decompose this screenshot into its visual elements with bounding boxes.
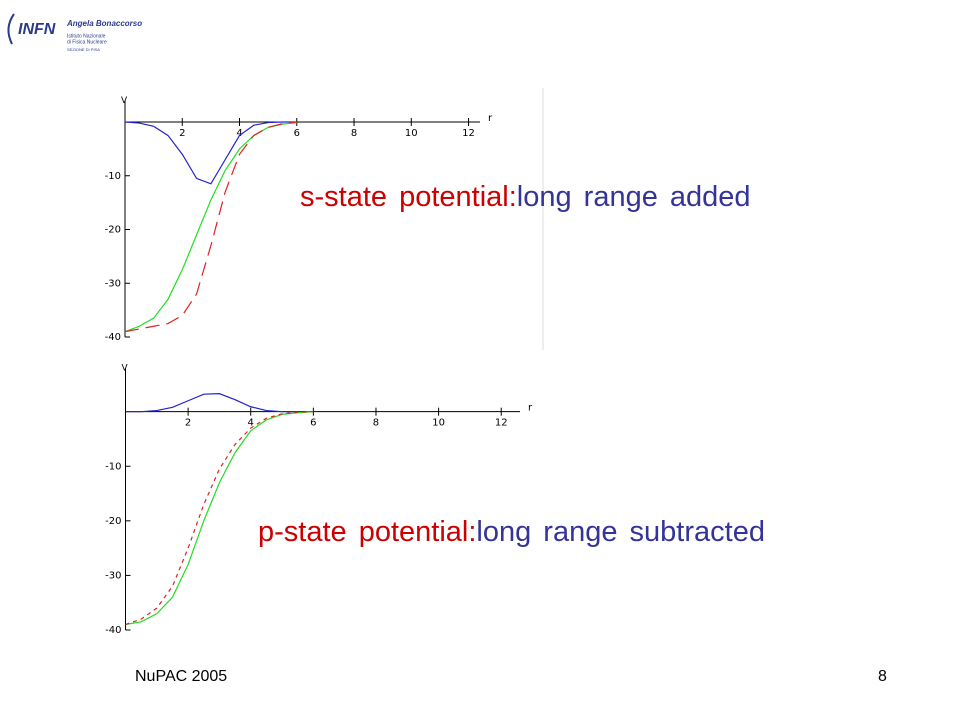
- y-tick-label: -30: [105, 278, 121, 289]
- x-tick-label: 8: [351, 128, 357, 139]
- logo-mark: INFN: [18, 21, 56, 38]
- x-tick-label: 8: [373, 418, 379, 429]
- logo-author: Angela Bonaccorso: [66, 19, 142, 28]
- logo-arc: [7, 13, 15, 45]
- annotation-part: long range added: [517, 181, 751, 213]
- annotation-part: long range subtracted: [476, 516, 765, 548]
- y-tick-label: -40: [105, 625, 121, 636]
- x-axis-label: r: [488, 113, 493, 124]
- series-line: [124, 121, 297, 333]
- x-tick-label: 2: [185, 418, 191, 429]
- footer: NuPAC 2005: [135, 668, 227, 685]
- x-tick-label: 12: [495, 418, 508, 429]
- logo-institute: di Fisica Nucleare: [67, 39, 107, 45]
- series-line: [124, 121, 297, 185]
- annotation: s-state potential:long range added: [300, 181, 751, 213]
- y-tick-label: -20: [105, 516, 121, 527]
- x-tick-label: 4: [248, 418, 254, 429]
- series-line: [125, 411, 314, 626]
- page-number: 8: [878, 668, 887, 685]
- x-tick-label: 10: [405, 128, 418, 139]
- y-axis-label: V: [121, 96, 128, 106]
- x-axis-label: r: [528, 403, 533, 414]
- annotation: p-state potential:long range subtracted: [258, 516, 765, 548]
- x-tick-label: 4: [236, 128, 242, 139]
- x-tick-label: 6: [294, 128, 300, 139]
- series-line: [124, 121, 297, 333]
- y-tick-label: -30: [105, 570, 121, 581]
- x-tick-label: 12: [462, 128, 475, 139]
- logo: INFN Angela Bonaccorso Istituto Nazional…: [7, 13, 142, 52]
- logo-section: SEZIONE DI PISA: [67, 47, 100, 52]
- x-tick-label: 2: [179, 128, 185, 139]
- y-tick-label: -40: [105, 332, 121, 343]
- series-line: [125, 393, 314, 413]
- annotation-part: s-state potential:: [300, 181, 517, 213]
- y-tick-label: -10: [105, 461, 121, 472]
- annotation-part: p-state potential:: [258, 516, 476, 548]
- x-tick-label: 10: [432, 418, 445, 429]
- logo-institute: Istituto Nazionale: [67, 33, 106, 39]
- x-tick-label: 6: [310, 418, 316, 429]
- y-axis-label: V: [122, 364, 129, 374]
- y-tick-label: -10: [105, 171, 121, 182]
- y-tick-label: -20: [105, 225, 121, 236]
